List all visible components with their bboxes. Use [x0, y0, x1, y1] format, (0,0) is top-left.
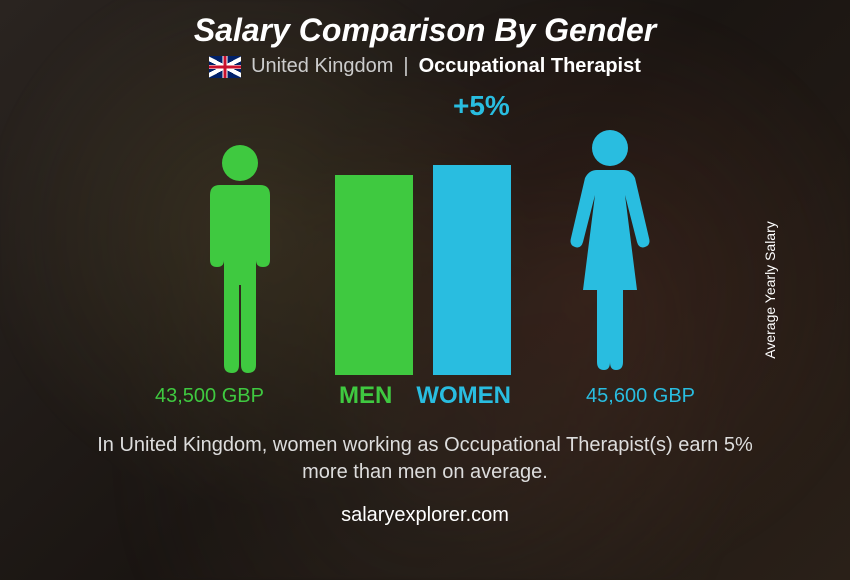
subtitle-row: United Kingdom | Occupational Therapist — [209, 55, 641, 78]
description-text: In United Kingdom, women working as Occu… — [75, 432, 775, 486]
job-title-label: Occupational Therapist — [419, 55, 641, 78]
male-figure-icon — [195, 145, 285, 375]
label-row: 43,500 GBP MEN WOMEN 45,600 GBP — [75, 382, 775, 410]
percentage-difference-label: +5% — [453, 90, 510, 122]
female-salary-label: 45,600 GBP — [586, 385, 695, 408]
men-label: MEN — [339, 382, 392, 410]
infographic-container: Salary Comparison By Gender United Kingd… — [0, 0, 850, 580]
male-bar — [335, 175, 413, 375]
female-figure-icon — [565, 130, 655, 375]
women-label: WOMEN — [416, 382, 511, 410]
site-name: salaryexplorer.com — [341, 504, 509, 527]
gender-labels: MEN WOMEN — [339, 382, 511, 410]
chart-area: +5% 43,500 GBP MEN WOMEN 45,600 GBP — [75, 90, 775, 430]
main-title: Salary Comparison By Gender — [194, 12, 656, 49]
country-label: United Kingdom — [251, 55, 393, 78]
female-bar — [433, 165, 511, 375]
male-salary-label: 43,500 GBP — [155, 385, 264, 408]
divider: | — [403, 55, 408, 78]
uk-flag-icon — [209, 56, 241, 78]
